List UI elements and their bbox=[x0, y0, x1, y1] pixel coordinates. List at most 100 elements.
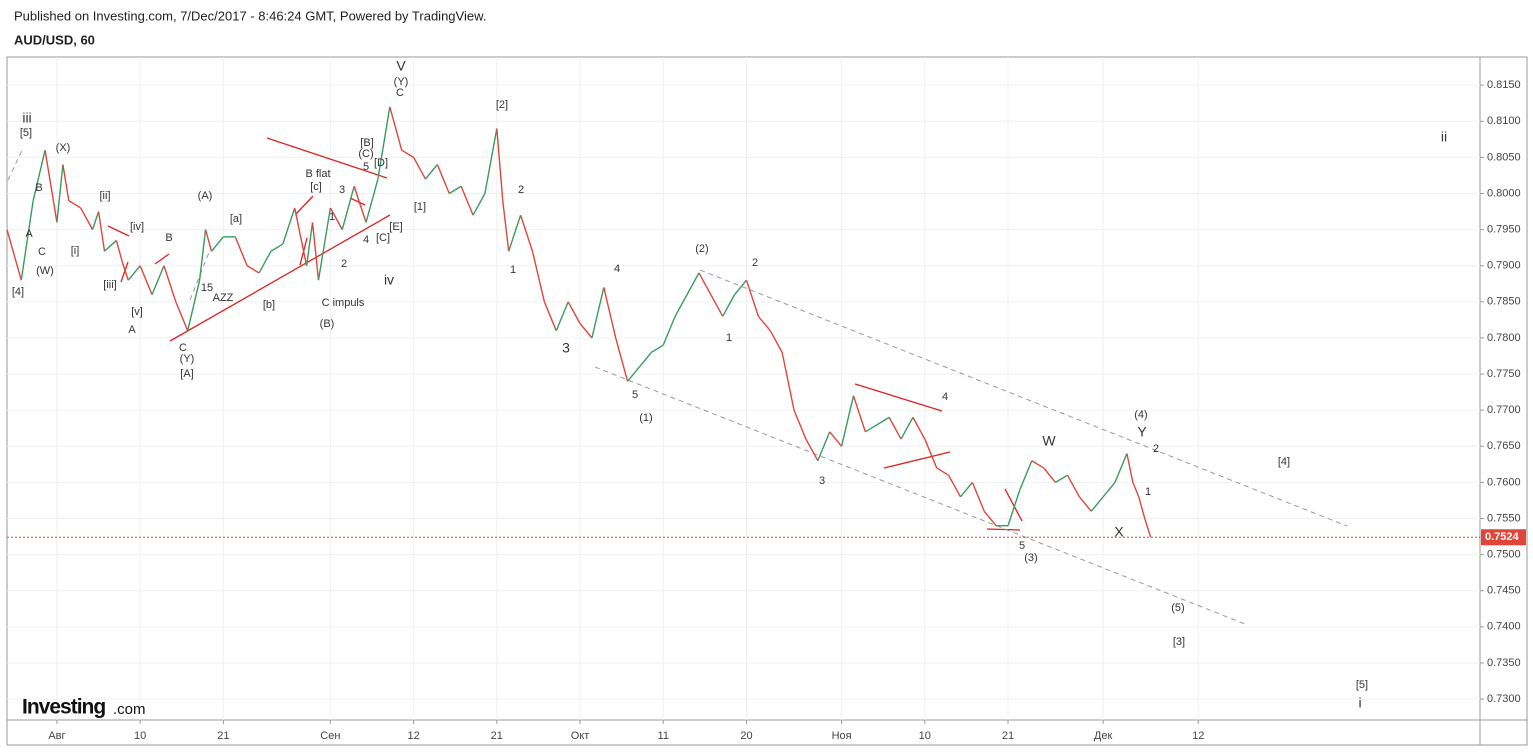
wave-label: ii bbox=[1441, 129, 1447, 145]
price-segment bbox=[175, 301, 189, 331]
wave-label: Y bbox=[1137, 424, 1147, 440]
x-tick-label: 21 bbox=[491, 730, 503, 742]
price-segment bbox=[484, 128, 498, 194]
wave-label: [5] bbox=[1356, 679, 1368, 691]
wave-label: 1 bbox=[1145, 486, 1151, 498]
price-segment bbox=[32, 150, 46, 201]
price-segment bbox=[187, 280, 201, 331]
price-segment bbox=[246, 265, 260, 274]
wave-label: [iv] bbox=[130, 221, 144, 233]
wave-label: A bbox=[25, 228, 33, 240]
grid bbox=[7, 57, 1484, 724]
wave-label: 1 bbox=[726, 332, 732, 344]
price-segment bbox=[864, 424, 878, 433]
price-segment bbox=[448, 185, 462, 195]
wave-label: (X) bbox=[56, 142, 71, 154]
price-segment bbox=[983, 510, 997, 527]
wave-label: (3) bbox=[1024, 552, 1037, 564]
price-segment bbox=[1126, 453, 1134, 483]
price-segment bbox=[936, 467, 949, 476]
price-segment bbox=[1066, 474, 1080, 498]
wave-label: 3 bbox=[562, 340, 570, 356]
x-tick-label: 20 bbox=[740, 730, 752, 742]
price-segment bbox=[781, 352, 795, 411]
price-segment bbox=[745, 279, 760, 317]
subtitle: Published on Investing.com, 7/Dec/2017 -… bbox=[14, 8, 486, 23]
wave-label: X bbox=[1114, 524, 1124, 540]
price-segment bbox=[900, 417, 914, 440]
wave-label: iii bbox=[22, 110, 31, 126]
wave-label: [c] bbox=[310, 181, 322, 193]
price-segment bbox=[959, 481, 973, 498]
price-segment bbox=[294, 207, 308, 266]
x-tick-label: Ноя bbox=[832, 730, 852, 742]
price-segment bbox=[401, 149, 414, 158]
wave-label: [4] bbox=[12, 286, 24, 298]
price-segment bbox=[1114, 453, 1128, 483]
wave-label: W bbox=[1042, 433, 1056, 449]
price-line bbox=[6, 106, 1152, 538]
wave-label: (4) bbox=[1134, 409, 1147, 421]
trend-line bbox=[883, 451, 951, 469]
price-segment bbox=[377, 106, 391, 180]
price-segment bbox=[734, 279, 748, 296]
wave-label: (Y) bbox=[394, 76, 409, 88]
wave-label: [ii] bbox=[100, 190, 111, 202]
price-segment bbox=[627, 366, 641, 382]
price-segment bbox=[1078, 496, 1092, 512]
x-tick-label: Окт bbox=[571, 730, 590, 742]
price-segment bbox=[591, 287, 605, 339]
price-segment bbox=[68, 200, 82, 209]
price-segment bbox=[1019, 460, 1033, 490]
price-segment bbox=[472, 193, 486, 216]
x-tick-label: 11 bbox=[658, 730, 669, 742]
price-segment bbox=[650, 344, 664, 353]
price-segment bbox=[876, 416, 890, 426]
title: AUD/USD, 60 bbox=[14, 32, 95, 47]
price-segment bbox=[317, 207, 332, 281]
price-segment bbox=[971, 482, 985, 512]
price-segment bbox=[329, 207, 343, 230]
trend-line bbox=[266, 137, 388, 179]
price-segment bbox=[567, 301, 581, 324]
wave-label: [A] bbox=[180, 368, 193, 380]
wave-label: (A) bbox=[198, 190, 213, 202]
wave-label: 2 bbox=[1153, 443, 1159, 455]
wave-label: [E] bbox=[389, 221, 402, 233]
logo-suffix: .com bbox=[113, 701, 146, 718]
price-segment bbox=[139, 265, 153, 295]
channel-line bbox=[699, 269, 1348, 527]
price-segment bbox=[531, 251, 546, 302]
wave-label: C impuls bbox=[322, 297, 365, 309]
wave-label: [B] bbox=[360, 137, 373, 149]
wave-label: [C] bbox=[376, 232, 390, 244]
price-segment bbox=[56, 164, 64, 223]
wave-label: [iii] bbox=[103, 279, 116, 291]
y-tick-label: 0.7600 bbox=[1487, 476, 1521, 488]
price-segment bbox=[1144, 518, 1152, 538]
wave-label: [1] bbox=[414, 201, 426, 213]
x-tick-label: 21 bbox=[217, 730, 229, 742]
wave-label: 5 bbox=[1019, 540, 1025, 552]
price-segment bbox=[603, 287, 617, 339]
wave-label: 2 bbox=[752, 257, 758, 269]
y-tick-label: 0.8100 bbox=[1487, 115, 1521, 127]
wave-label: B bbox=[165, 232, 172, 244]
price-segment bbox=[674, 294, 688, 317]
price-segment bbox=[519, 214, 534, 252]
logo-brand: Investing bbox=[22, 696, 105, 719]
price-segment bbox=[912, 417, 926, 440]
price-segment bbox=[852, 395, 867, 433]
channel-line bbox=[7, 149, 23, 181]
price-segment bbox=[270, 243, 284, 252]
price-segment bbox=[1031, 460, 1045, 469]
price-segment bbox=[80, 207, 94, 230]
price-segment bbox=[20, 200, 34, 281]
price-segment bbox=[198, 229, 207, 281]
price-segment bbox=[460, 186, 474, 216]
price-segment bbox=[1138, 496, 1146, 519]
price-segment bbox=[555, 301, 569, 331]
price-segment bbox=[947, 474, 962, 498]
price-segment bbox=[311, 222, 320, 281]
price-segment bbox=[365, 178, 379, 223]
